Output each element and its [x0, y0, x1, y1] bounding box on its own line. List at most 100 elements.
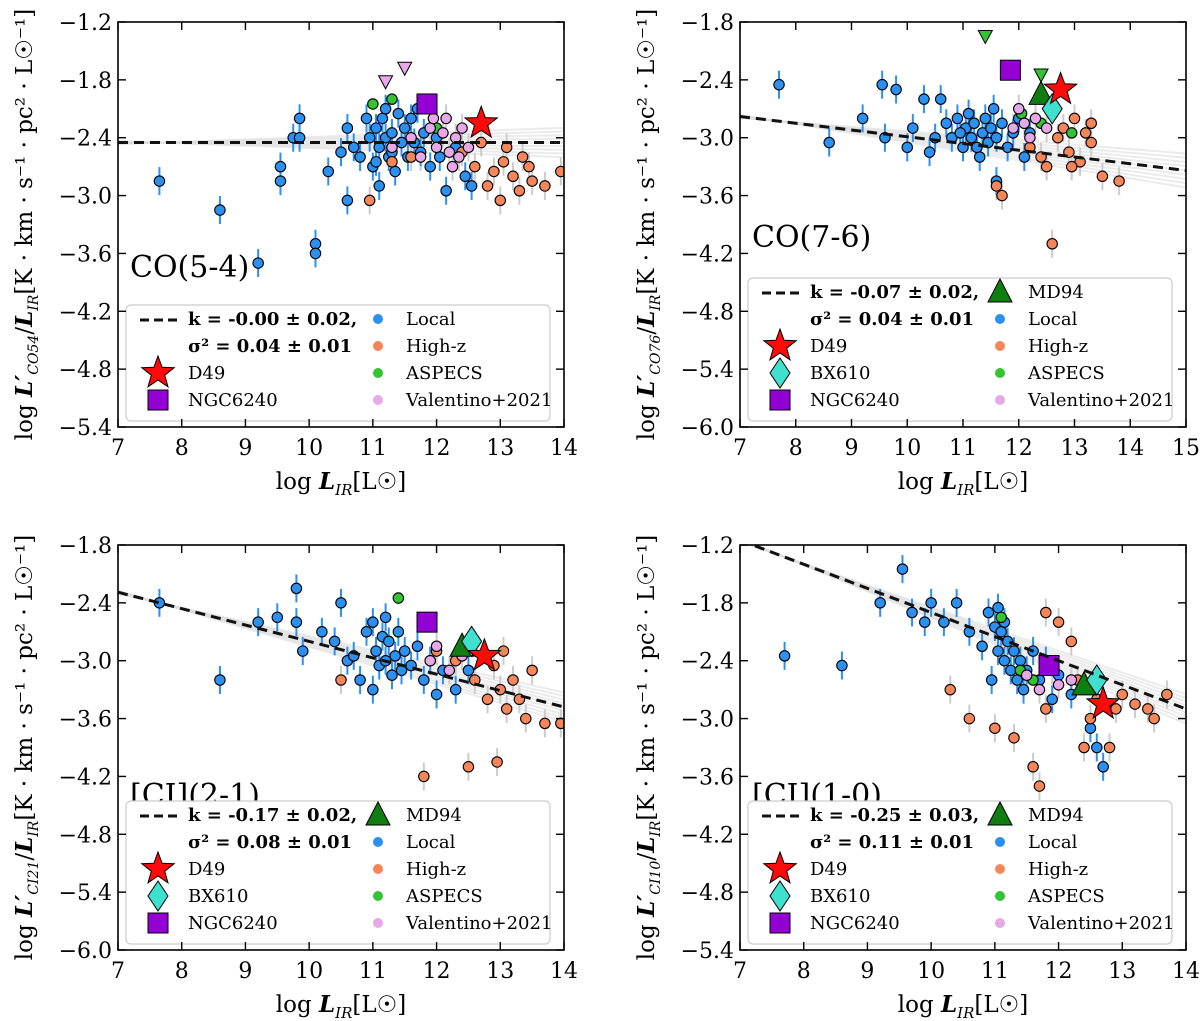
local-point — [252, 257, 264, 269]
x-tick-label: 11 — [981, 959, 1009, 984]
highz-point — [386, 156, 398, 168]
y-axis-label: log L′CO54/LIR[K · km · s⁻¹ · pc² · L☉⁻¹… — [11, 9, 42, 440]
x-tick-label: 12 — [423, 959, 451, 984]
local-point — [383, 635, 395, 648]
legend-marker — [373, 314, 383, 324]
highz-point — [944, 683, 957, 696]
x-tick-label: 10 — [295, 959, 323, 984]
highz-point — [1065, 160, 1078, 173]
highz-point — [1057, 122, 1070, 134]
x-tick-label: 14 — [550, 959, 578, 984]
local-point — [934, 93, 947, 105]
highz-point — [469, 160, 481, 173]
legend-label: Local — [1028, 832, 1078, 853]
local-point — [153, 175, 166, 187]
legend-label-bx610: BX610 — [810, 363, 870, 384]
panel-label: CO(7-6) — [752, 220, 871, 255]
highz-point — [1079, 127, 1092, 139]
local-point — [271, 611, 284, 624]
valentino-point — [427, 112, 440, 125]
y-axis-label: log L′CI21/LIR[K · km · s⁻¹ · pc² · L☉⁻¹… — [11, 535, 42, 960]
highz-point — [1148, 712, 1160, 725]
highz-point — [1078, 741, 1090, 754]
legend-box — [125, 800, 551, 945]
plot-area — [118, 574, 564, 791]
valentino-point — [414, 151, 427, 163]
local-point — [370, 645, 382, 657]
highz-point — [1110, 703, 1122, 715]
valentino-point — [453, 151, 465, 163]
legend-label-bx610: BX610 — [810, 886, 870, 907]
x-tick-label: 14 — [550, 436, 578, 461]
local-point — [1018, 151, 1031, 163]
legend-label: High-z — [1028, 859, 1088, 880]
y-tick-label: −3.0 — [59, 650, 112, 675]
local-point — [297, 645, 309, 657]
legend-label: Local — [406, 309, 456, 330]
local-point — [901, 141, 913, 154]
ngc6240-marker — [416, 611, 438, 633]
local-point — [434, 151, 446, 163]
x-axis-label: log LIR[L☉] — [276, 991, 407, 1021]
local-point — [976, 127, 989, 139]
local-point — [1008, 645, 1020, 657]
legend-marker — [995, 341, 1005, 351]
highz-point — [488, 165, 500, 178]
highz-point — [1113, 175, 1125, 187]
legend-label: Valentino+2021 — [405, 390, 552, 411]
d49-marker — [466, 637, 502, 671]
local-point — [992, 601, 1004, 614]
y-tick-label: −4.2 — [59, 300, 112, 325]
local-point — [918, 93, 930, 105]
highz-point — [500, 703, 513, 715]
local-point — [971, 141, 983, 154]
local-point — [386, 127, 398, 139]
local-point — [379, 103, 392, 115]
highz-point — [481, 693, 494, 706]
local-point — [896, 563, 909, 575]
legend-label: Valentino+2021 — [405, 913, 552, 934]
y-tick-label: −5.4 — [59, 416, 112, 441]
legend-fit-k: k = -0.25 ± 0.03, — [810, 805, 979, 826]
valentino-point — [1024, 131, 1036, 144]
valentino-upper-limit — [377, 75, 394, 90]
legend-label: MD94 — [1028, 805, 1084, 826]
local-point — [923, 146, 936, 158]
highz-point — [418, 770, 430, 783]
y-tick-label: −3.6 — [59, 708, 112, 733]
highz-point — [1103, 741, 1116, 754]
md94-marker — [1028, 80, 1054, 105]
x-axis-label: log LIR[L☉] — [276, 468, 407, 499]
x-axis-label: log LIR[L☉] — [898, 991, 1029, 1021]
highz-point — [507, 170, 519, 183]
highz-point — [1033, 780, 1046, 792]
legend-marker — [995, 918, 1005, 928]
legend-d49-marker — [140, 354, 176, 388]
local-point — [274, 160, 287, 173]
local-point — [293, 112, 306, 125]
legend-label: MD94 — [406, 805, 462, 826]
local-point — [274, 175, 287, 187]
local-point — [389, 165, 401, 178]
local-point — [462, 664, 475, 677]
legend-marker — [995, 837, 1005, 847]
local-point — [449, 683, 462, 696]
legend-marker — [373, 368, 383, 378]
local-point — [370, 122, 382, 134]
d49-marker — [1085, 685, 1121, 720]
local-point — [1097, 761, 1109, 773]
legend-marker — [373, 341, 383, 351]
y-tick-label: −4.8 — [681, 300, 734, 325]
local-point — [995, 626, 1007, 638]
highz-point — [1040, 606, 1052, 619]
local-point — [389, 650, 401, 662]
aspecs-upper-limit — [977, 29, 994, 45]
valentino-point — [1033, 683, 1046, 696]
y-tick-label: −3.0 — [59, 185, 112, 210]
valentino-point — [1040, 122, 1053, 134]
local-point — [214, 204, 226, 216]
highz-point — [1046, 238, 1058, 250]
legend-label: High-z — [406, 859, 466, 880]
fit-band-line — [746, 545, 1186, 696]
